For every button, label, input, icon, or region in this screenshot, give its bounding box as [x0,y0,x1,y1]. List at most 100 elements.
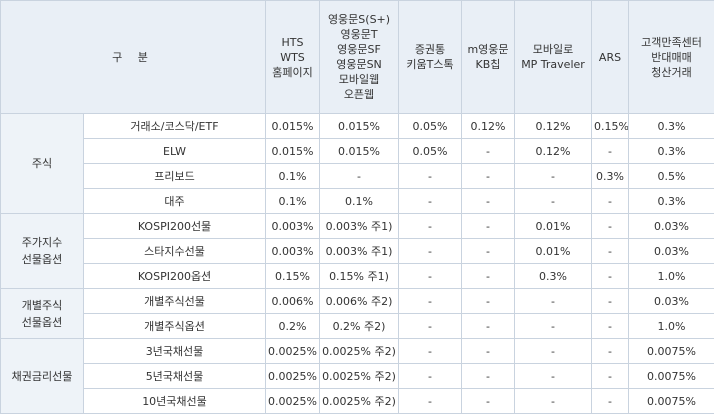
fee-cell: 0.3% [592,164,629,189]
item-label: 개별주식옵션 [84,314,266,339]
item-label: 개별주식선물 [84,289,266,314]
channel-header: HTS WTS 홈페이지 [266,1,320,114]
fee-cell: 0.1% [266,164,320,189]
item-label: 대주 [84,189,266,214]
fee-cell: 0.01% [515,239,592,264]
group-label: 주식 [1,114,84,214]
fee-cell: 0.0025% 주2) [320,339,399,364]
fee-cell: 0.03% [629,239,714,264]
channel-header: 영웅문S(S+) 영웅문T 영웅문SF 영웅문SN 모바일웹 오픈웹 [320,1,399,114]
fee-cell: - [515,164,592,189]
fee-cell: 0.015% [320,139,399,164]
fee-cell: 0.03% [629,214,714,239]
channel-header: 고객만족센터 반대매매 청산거래 [629,1,714,114]
fee-cell: - [462,239,515,264]
fee-cell: - [399,189,462,214]
fee-cell: - [515,289,592,314]
fee-cell: 0.3% [629,189,714,214]
item-label: 3년국채선물 [84,339,266,364]
fee-cell: - [592,264,629,289]
fee-cell: 0.3% [629,139,714,164]
fee-cell: 0.003% [266,214,320,239]
fee-cell: 0.5% [629,164,714,189]
fee-cell: 0.01% [515,214,592,239]
fee-cell: 0.003% [266,239,320,264]
table-row: ELW 0.015% 0.015% 0.05% - 0.12% - 0.3% [1,139,714,164]
item-label: ELW [84,139,266,164]
fee-cell: - [399,364,462,389]
fee-cell: 0.2% [266,314,320,339]
fee-cell: - [462,164,515,189]
item-label: 거래소/코스닥/ETF [84,114,266,139]
fee-cell: - [592,139,629,164]
fee-cell: 0.0075% [629,364,714,389]
fee-cell: 0.0025% [266,364,320,389]
fee-cell: 0.006% [266,289,320,314]
fee-cell: 0.12% [515,139,592,164]
fee-cell: 0.12% [462,114,515,139]
table-row: 채권금리선물 3년국채선물 0.0025% 0.0025% 주2) - - - … [1,339,714,364]
fee-cell: 0.015% [266,114,320,139]
fee-cell: - [399,264,462,289]
fee-cell: - [515,339,592,364]
fee-cell: 0.015% [320,114,399,139]
fee-cell: 0.05% [399,114,462,139]
fee-cell: 0.15% 주1) [320,264,399,289]
fee-cell: 0.12% [515,114,592,139]
table-row: 스타지수선물 0.003% 0.003% 주1) - - 0.01% - 0.0… [1,239,714,264]
table-row: 5년국채선물 0.0025% 0.0025% 주2) - - - - 0.007… [1,364,714,389]
fee-cell: - [592,239,629,264]
fee-cell: 0.0075% [629,339,714,364]
category-header: 구 분 [1,1,266,114]
fee-cell: - [592,339,629,364]
fee-cell: 0.015% [266,139,320,164]
fee-cell: - [462,264,515,289]
fee-cell: - [592,289,629,314]
fee-cell: - [462,139,515,164]
fee-cell: 0.0025% 주2) [320,364,399,389]
fee-cell: - [399,314,462,339]
fee-cell: - [592,314,629,339]
fee-cell: - [462,314,515,339]
channel-header: m영웅문 KB칩 [462,1,515,114]
item-label: 스타지수선물 [84,239,266,264]
fee-cell: 0.003% 주1) [320,214,399,239]
fee-cell: 0.0025% [266,339,320,364]
fee-cell: 1.0% [629,264,714,289]
item-label: 프리보드 [84,164,266,189]
table-row: 개별주식옵션 0.2% 0.2% 주2) - - - - 1.0% [1,314,714,339]
fee-cell: 0.1% [266,189,320,214]
fee-cell: - [399,164,462,189]
fee-cell: - [515,364,592,389]
item-label: KOSPI200옵션 [84,264,266,289]
item-label: KOSPI200선물 [84,214,266,239]
fee-cell: 0.05% [399,139,462,164]
fee-cell: 0.3% [629,114,714,139]
table-row: 주식 거래소/코스닥/ETF 0.015% 0.015% 0.05% 0.12%… [1,114,714,139]
fee-cell: 0.3% [515,264,592,289]
fee-cell: 0.1% [320,189,399,214]
table-row: 프리보드 0.1% - - - - 0.3% 0.5% [1,164,714,189]
channel-header: ARS [592,1,629,114]
fee-cell: - [592,214,629,239]
fee-cell: 0.003% 주1) [320,239,399,264]
fee-cell: - [399,239,462,264]
fee-cell: - [462,214,515,239]
fee-cell: - [515,314,592,339]
fee-cell: 0.006% 주2) [320,289,399,314]
fee-cell: - [462,339,515,364]
fee-cell: - [399,289,462,314]
group-label: 채권금리선물 [1,339,84,414]
fee-cell: 0.15% [592,114,629,139]
fee-cell: - [515,189,592,214]
table-row: KOSPI200옵션 0.15% 0.15% 주1) - - 0.3% - 1.… [1,264,714,289]
fee-cell: - [399,339,462,364]
channel-header: 모바일로 MP Traveler [515,1,592,114]
item-label: 5년국채선물 [84,364,266,389]
header-row: 구 분 HTS WTS 홈페이지 영웅문S(S+) 영웅문T 영웅문SF 영웅문… [1,1,714,114]
fee-cell: - [462,364,515,389]
fee-cell: - [592,364,629,389]
